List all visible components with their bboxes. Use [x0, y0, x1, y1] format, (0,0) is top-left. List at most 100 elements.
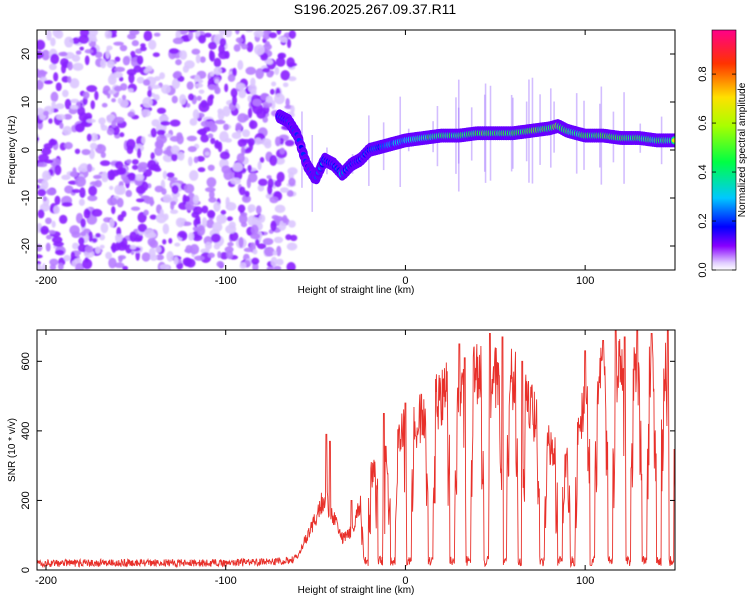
noise-blob: [116, 197, 124, 208]
noise-blob: [156, 134, 168, 144]
chart-title: S196.2025.267.09.37.R11: [293, 1, 457, 17]
noise-blob: [189, 170, 199, 181]
noise-blob: [63, 254, 71, 262]
noise-blob: [258, 178, 268, 187]
noise-blob: [275, 157, 286, 165]
noise-blob: [238, 186, 246, 196]
noise-blob: [176, 134, 184, 145]
noise-blob: [53, 72, 59, 82]
noise-blob: [170, 209, 179, 214]
noise-blob: [209, 190, 215, 199]
noise-blob: [269, 196, 279, 204]
noise-blob: [231, 95, 238, 106]
noise-blob: [144, 228, 155, 239]
noise-blob: [48, 63, 57, 71]
noise-blob: [37, 209, 45, 219]
noise-blob: [275, 136, 281, 147]
noise-blob: [262, 67, 270, 73]
noise-blob: [198, 89, 205, 94]
spectrogram-plot-area: [37, 30, 675, 270]
noise-blob: [151, 119, 160, 127]
noise-blob: [209, 49, 214, 61]
noise-blob: [94, 90, 99, 101]
noise-blob: [207, 84, 217, 91]
noise-blob: [143, 30, 153, 42]
noise-blob: [69, 171, 79, 178]
noise-blob: [191, 48, 201, 55]
noise-blob: [69, 78, 80, 89]
noise-blob: [110, 244, 121, 251]
noise-blob: [225, 196, 230, 208]
snr-panel: -200 -100 0 100 0 200 400 600 Height of straig…: [7, 329, 676, 596]
noise-blob: [101, 171, 108, 180]
noise-blob: [185, 244, 193, 254]
snr-frame: [36, 329, 676, 571]
noise-blob: [272, 250, 278, 256]
noise-blob: [137, 164, 142, 173]
noise-blob: [235, 82, 246, 90]
colorbar-tick-label: 0.2: [697, 213, 709, 228]
noise-blob: [276, 171, 285, 183]
noise-blob: [79, 46, 84, 51]
noise-blob: [186, 135, 198, 142]
noise-blob: [206, 177, 217, 188]
noise-blob: [248, 120, 258, 130]
noise-blob: [129, 30, 140, 36]
noise-blob: [49, 138, 55, 145]
noise-blob: [252, 98, 262, 107]
noise-blob: [187, 146, 197, 153]
noise-blob: [129, 231, 137, 242]
noise-blob: [37, 188, 47, 197]
noise-blob: [90, 132, 99, 142]
noise-blob: [171, 153, 178, 162]
snr-y-ticks: 0 200 400 600: [20, 352, 675, 573]
noise-blob: [133, 65, 142, 73]
noise-blob: [224, 83, 229, 93]
noise-blob: [286, 38, 292, 49]
noise-blob: [162, 239, 167, 245]
noise-blob: [241, 146, 246, 157]
noise-blob: [111, 206, 116, 215]
noise-blob: [111, 120, 117, 129]
spectrogram-y-label: Frequency (Hz): [7, 116, 18, 185]
noise-blob: [274, 93, 285, 105]
noise-blob: [153, 32, 161, 37]
noise-blob: [260, 52, 269, 61]
spectrogram-noise-field: [37, 30, 298, 270]
noise-blob: [37, 39, 46, 51]
noise-blob: [182, 257, 192, 266]
noise-blob: [55, 249, 65, 256]
noise-blob: [119, 44, 128, 52]
noise-blob: [209, 123, 218, 133]
noise-blob: [241, 43, 248, 50]
noise-blob: [89, 142, 98, 150]
snr-y-tick-label: 0: [20, 567, 32, 573]
noise-blob: [90, 34, 97, 42]
noise-blob: [41, 262, 46, 270]
noise-blob: [159, 264, 170, 270]
noise-blob: [54, 30, 64, 39]
noise-blob: [45, 242, 51, 252]
noise-blob: [156, 129, 165, 136]
noise-blob: [78, 112, 88, 122]
snr-x-tick-label: -200: [35, 575, 57, 587]
noise-blob: [163, 213, 169, 221]
noise-blob: [195, 215, 201, 225]
noise-blob: [72, 242, 79, 250]
signal-ridge: [275, 109, 675, 185]
noise-blob: [153, 94, 160, 101]
noise-blob: [194, 74, 201, 86]
noise-blob: [63, 113, 73, 120]
noise-blob: [128, 72, 135, 84]
noise-blob: [262, 116, 268, 123]
noise-blob: [150, 152, 155, 160]
noise-blob: [50, 53, 60, 65]
spectrogram-x-tick-label: -100: [215, 275, 237, 287]
noise-blob: [114, 66, 126, 72]
noise-blob: [111, 98, 116, 103]
spectrogram-x-label: Height of straight line (km): [298, 285, 415, 296]
noise-blob: [88, 185, 98, 197]
spectrogram-y-tick-label: 0: [20, 147, 32, 153]
noise-blob: [118, 255, 123, 263]
